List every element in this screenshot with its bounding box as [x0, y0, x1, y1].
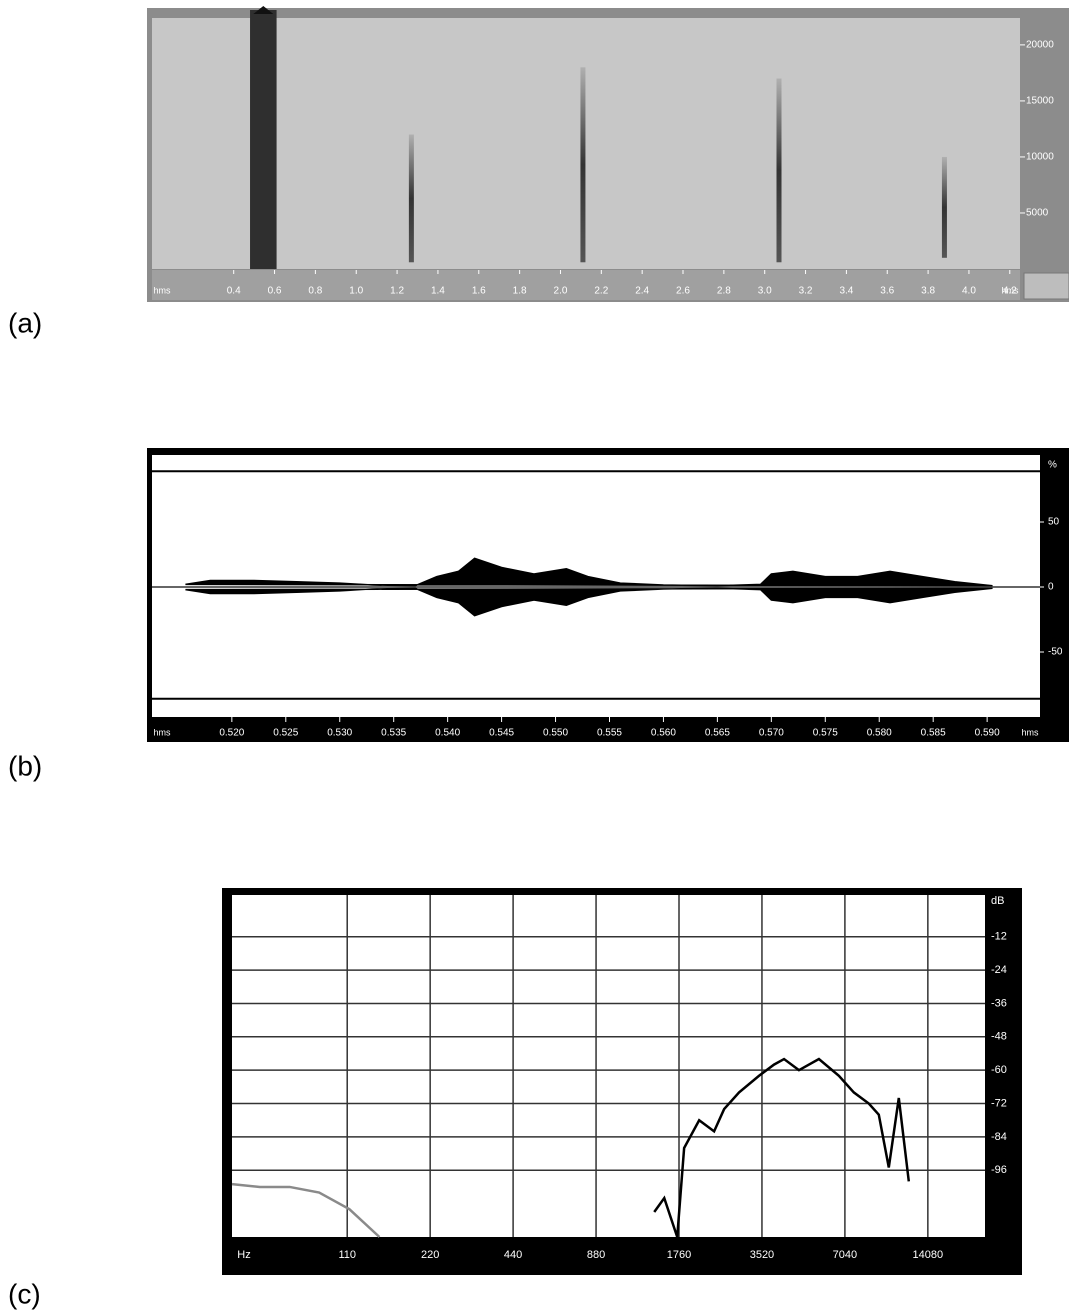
x-tick-label: 1.0 — [349, 286, 363, 297]
x-tick-label: 3520 — [750, 1249, 774, 1261]
x-tick-label: 440 — [504, 1249, 522, 1261]
x-tick-label: 1760 — [667, 1249, 691, 1261]
x-unit-label: hms — [153, 285, 171, 295]
x-tick-label: 0.520 — [219, 728, 244, 739]
y-tick-label: -84 — [991, 1131, 1007, 1143]
x-tick-label: 0.565 — [705, 728, 730, 739]
click-event — [409, 135, 414, 263]
x-tick-label: 1.8 — [513, 286, 527, 297]
x-tick-label: 0.555 — [597, 728, 622, 739]
x-tick-label: 4.0 — [962, 286, 976, 297]
x-tick-label: 3.4 — [839, 286, 853, 297]
page: 0.4 0.6 0.8 1.0 1.2 1.4 1.6 1.8 2.0 2.2 2.4 2.6 2.8 3… — [0, 0, 1069, 1313]
x-tick-label: 0.545 — [489, 728, 514, 739]
y-tick-label: -96 — [991, 1164, 1007, 1176]
click-event — [777, 79, 782, 263]
x-tick-label: 0.550 — [543, 728, 568, 739]
x-tick-label: 0.535 — [381, 728, 406, 739]
y-tick-label: 10000 — [1026, 152, 1054, 163]
x-tick-label: 2.6 — [676, 286, 690, 297]
figure: 0.4 0.6 0.8 1.0 1.2 1.4 1.6 1.8 2.0 2.2 2.4 2.6 2.8 3… — [0, 0, 1069, 1313]
y-tick-label: -36 — [991, 997, 1007, 1009]
y-tick-label: -72 — [991, 1097, 1007, 1109]
x-tick-label: 0.575 — [813, 728, 838, 739]
x-tick-label: 0.4 — [227, 286, 241, 297]
y-tick-label: -48 — [991, 1031, 1007, 1043]
panel-label: (a) — [8, 307, 42, 338]
x-tick-label: 1.4 — [431, 286, 445, 297]
x-tick-label: 0.540 — [435, 728, 460, 739]
x-tick-label: 3.6 — [880, 286, 894, 297]
x-tick-label: 0.590 — [975, 728, 1000, 739]
plot-area — [152, 18, 1020, 269]
x-unit-label: hms — [153, 727, 171, 737]
x-tick-label: 0.585 — [921, 728, 946, 739]
x-tick-label: 0.525 — [273, 728, 298, 739]
x-tick-label: 1.6 — [472, 286, 486, 297]
y-tick-label: -60 — [991, 1064, 1007, 1076]
x-tick-label: 3.2 — [799, 286, 813, 297]
y-tick-label: 20000 — [1026, 40, 1054, 51]
x-tick-label: 0.570 — [759, 728, 784, 739]
y-tick-label: -24 — [991, 964, 1007, 976]
x-tick-label: 880 — [587, 1249, 605, 1261]
x-tick-label: 220 — [421, 1249, 439, 1261]
x-tick-label: 7040 — [833, 1249, 857, 1261]
x-tick-label: 3.0 — [758, 286, 772, 297]
x-tick-label: 0.8 — [308, 286, 322, 297]
x-tick-label: 0.580 — [867, 728, 892, 739]
selection — [250, 10, 277, 269]
y-tick-label: -50 — [1048, 647, 1063, 658]
axis-corner — [1024, 273, 1069, 299]
click-event — [580, 67, 585, 262]
x-tick-label: 2.4 — [635, 286, 649, 297]
y-tick-label: 50 — [1048, 517, 1060, 528]
x-tick-label: 0.560 — [651, 728, 676, 739]
y-tick-label: 0 — [1048, 582, 1054, 593]
x-tick-label: 14080 — [913, 1249, 944, 1261]
x-unit-label: hms — [1001, 285, 1019, 295]
x-tick-label: 2.0 — [554, 286, 568, 297]
y-label: dB — [991, 895, 1004, 907]
x-tick-label: 0.6 — [268, 286, 282, 297]
x-tick-label: 3.8 — [921, 286, 935, 297]
x-tick-label: 2.2 — [594, 286, 608, 297]
x-label: Hz — [237, 1249, 250, 1261]
plot-area — [232, 895, 985, 1237]
x-tick-label: 0.530 — [327, 728, 352, 739]
panel-label: (c) — [8, 1278, 41, 1309]
x-unit-label: hms — [1021, 727, 1039, 737]
y-tick-label: -12 — [991, 931, 1007, 943]
click-event — [942, 157, 947, 258]
y-tick-label: 5000 — [1026, 208, 1049, 219]
y-label: % — [1048, 460, 1057, 471]
x-tick-label: 110 — [338, 1249, 356, 1261]
x-tick-label: 2.8 — [717, 286, 731, 297]
x-tick-label: 1.2 — [390, 286, 404, 297]
y-tick-label: 15000 — [1026, 96, 1054, 107]
panel-label: (b) — [8, 750, 42, 781]
